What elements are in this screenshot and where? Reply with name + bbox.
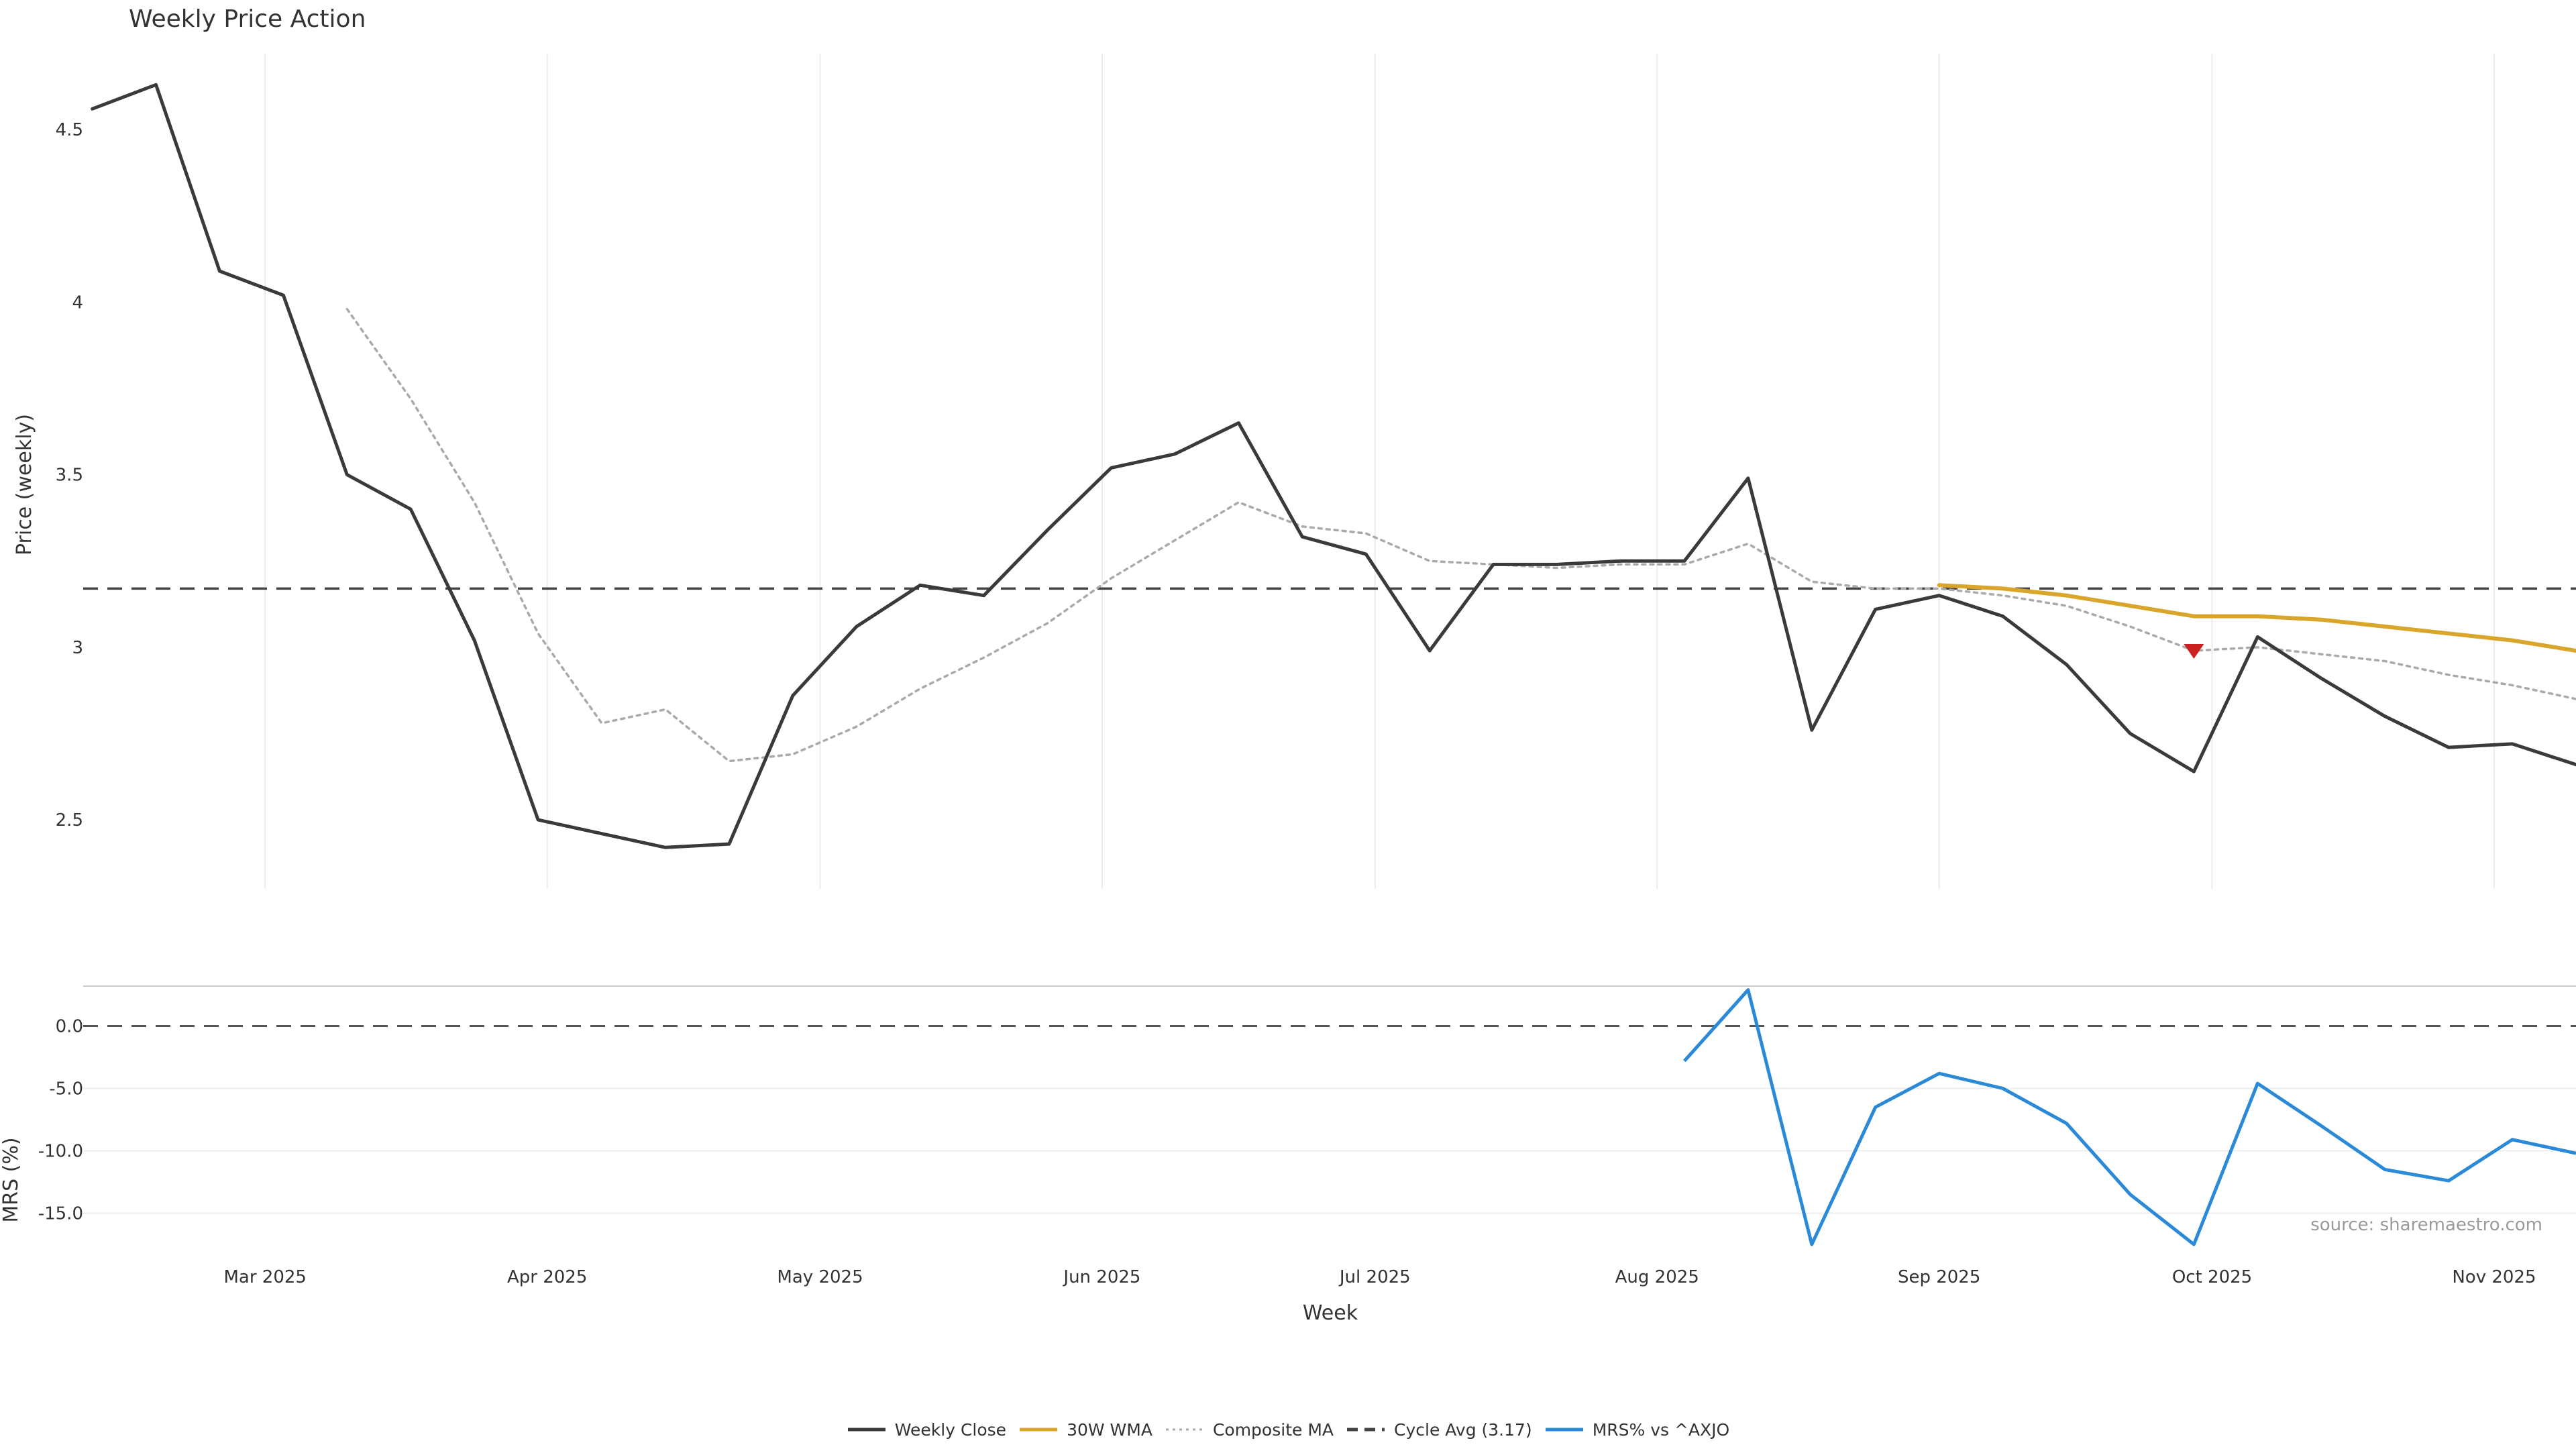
x-tick-label: Jul 2025	[1338, 1267, 1411, 1287]
weekly-close-line	[91, 83, 2576, 849]
legend-label: Cycle Avg (3.17)	[1394, 1419, 1532, 1440]
x-tick-label: May 2025	[777, 1267, 863, 1287]
y-tick-label: -5.0	[49, 1079, 83, 1099]
y-tick-label: -10.0	[38, 1141, 83, 1161]
x-tick-label: Nov 2025	[2452, 1267, 2536, 1287]
legend-label: MRS% vs ^AXJO	[1592, 1419, 1730, 1440]
y-tick-label: 3.5	[56, 466, 83, 486]
legend-item: Weekly Close	[847, 1420, 1006, 1440]
x-tick-label: Oct 2025	[2172, 1267, 2252, 1287]
x-axis-ticks: Mar 2025 Apr 2025 May 2025 Jun 2025 Jul 2025…	[223, 1267, 2536, 1287]
chart-legend: Weekly Close 30W WMA Composite MA Cycle Avg…	[0, 1413, 2576, 1446]
source-note: source: sharemaestro.com	[2310, 1215, 2542, 1235]
chart-title: Weekly Price Action	[129, 5, 366, 33]
legend-swatch	[847, 1428, 885, 1432]
mrs-gridlines	[83, 1087, 2576, 1214]
price-gridlines	[264, 54, 2495, 889]
mrs-line	[1683, 988, 2576, 1246]
mrs-series	[83, 988, 2576, 1246]
signal-marker	[2184, 644, 2204, 659]
price-series	[83, 83, 2576, 849]
legend-swatch	[1347, 1428, 1385, 1432]
legend-item: 30W WMA	[1018, 1420, 1152, 1440]
y-tick-label: 2.5	[56, 810, 83, 830]
x-tick-label: Apr 2025	[507, 1267, 587, 1287]
composite-ma-line	[345, 307, 2576, 763]
price-y-ticks: 2.5 3 3.5 4 4.5	[56, 120, 83, 830]
y-tick-label: 3	[72, 638, 83, 658]
legend-swatch	[1165, 1428, 1203, 1431]
30w-wma-line	[1937, 583, 2576, 653]
legend-item: Composite MA	[1165, 1420, 1334, 1440]
y-tick-label: 4.5	[56, 120, 83, 140]
mrs-y-ticks: 0.0 -5.0 -10.0 -15.0	[38, 1017, 83, 1224]
x-axis-label: Week	[1303, 1301, 1358, 1325]
mrs-y-axis-label: MRS (%)	[0, 1137, 23, 1222]
x-tick-label: Jun 2025	[1062, 1267, 1140, 1287]
x-tick-label: Mar 2025	[223, 1267, 307, 1287]
y-tick-label: 4	[72, 292, 83, 313]
legend-label: 30W WMA	[1067, 1419, 1152, 1440]
legend-label: Composite MA	[1212, 1419, 1334, 1440]
y-tick-label: 0.0	[56, 1017, 83, 1037]
legend-label: Weekly Close	[894, 1419, 1007, 1440]
legend-swatch	[1020, 1428, 1058, 1432]
price-y-axis-label: Price (weekly)	[13, 414, 36, 555]
legend-item: MRS% vs ^AXJO	[1544, 1419, 1730, 1440]
x-tick-label: Aug 2025	[1615, 1267, 1699, 1287]
x-tick-label: Sep 2025	[1898, 1267, 1980, 1287]
legend-swatch	[1545, 1428, 1583, 1432]
y-tick-label: -15.0	[38, 1203, 83, 1224]
legend-item: Cycle Avg (3.17)	[1346, 1420, 1532, 1440]
